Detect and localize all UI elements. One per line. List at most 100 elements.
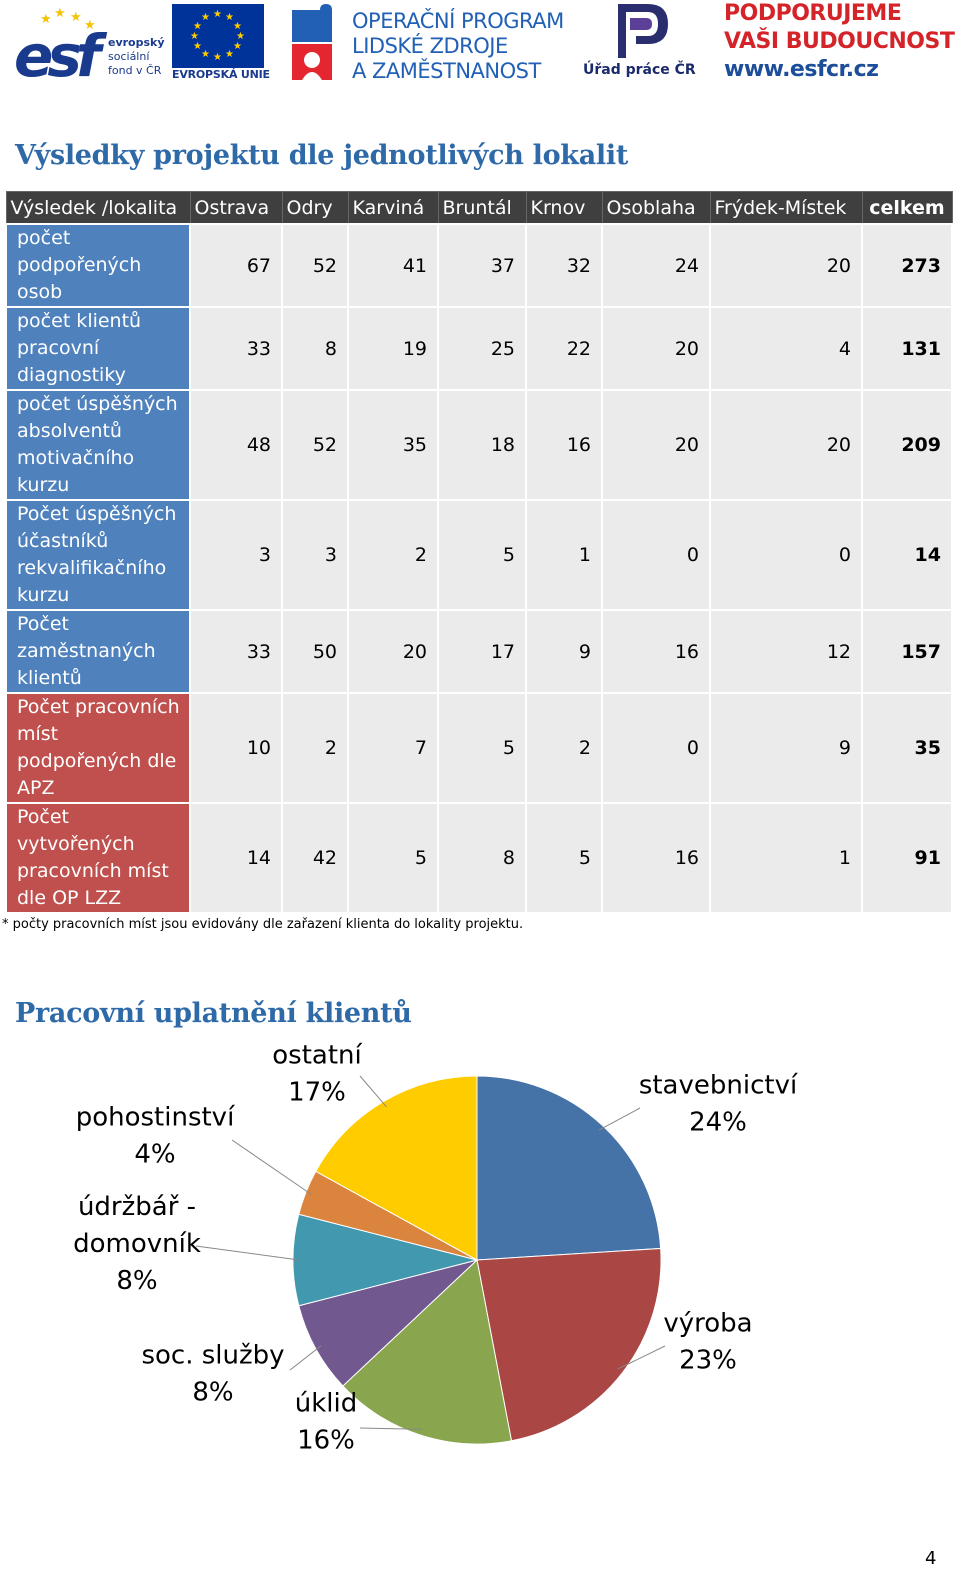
- total-cell: 14: [861, 499, 953, 611]
- pie-leader-line: [598, 1107, 641, 1131]
- pie-leader-line: [617, 1345, 666, 1370]
- pie-slice: [476, 1247, 662, 1442]
- pie-slices: [292, 1075, 662, 1445]
- table-cell: 35: [347, 389, 439, 501]
- results-heading: Výsledky projektu dle jednotlivých lokal…: [15, 140, 628, 171]
- table-cell: 0: [601, 692, 711, 804]
- table-cell: 12: [709, 609, 863, 694]
- logo-bar: ★ ★ ★ ★ esf evropský sociální fond v ČR …: [0, 0, 960, 90]
- table-cell: 20: [709, 389, 863, 501]
- employment-pie-chart: stavebnictví 24% výroba 23% úklid 16%soc. slu…: [73, 1041, 798, 1456]
- table-cell: 1: [709, 802, 863, 914]
- row-label: počet klientů pracovní diagnostiky: [5, 306, 191, 391]
- table-cell: 42: [281, 802, 349, 914]
- table-row: počet úspěšných absolventů motivačního k…: [5, 389, 953, 501]
- table-row: počet klientů pracovní diagnostiky 33 8 …: [5, 306, 953, 391]
- column-header: celkem: [861, 191, 953, 225]
- table-cell: 67: [189, 223, 283, 308]
- pie-leader-lines: [195, 1075, 666, 1430]
- table-cell: 24: [601, 223, 711, 308]
- pie-slice: [476, 1075, 662, 1261]
- table-cell: 5: [347, 802, 439, 914]
- table-cell: 52: [281, 223, 349, 308]
- row-label: počet podpořených osob: [5, 223, 191, 308]
- total-cell: 131: [861, 306, 953, 391]
- table-cell: 0: [601, 499, 711, 611]
- employment-heading: Pracovní uplatnění klientů: [15, 998, 412, 1029]
- table-row: Počet úspěšných účastníků rekvalifikační…: [5, 499, 953, 611]
- table-cell: 20: [347, 609, 439, 694]
- table-cell: 3: [189, 499, 283, 611]
- esfcr-slogan: PODPORUJEME VAŠI BUDOUCNOST www.esfcr.cz: [724, 1, 955, 82]
- pie-slice: [342, 1259, 513, 1445]
- esfcr-url[interactable]: www.esfcr.cz: [724, 57, 879, 82]
- total-cell: 35: [861, 692, 953, 804]
- pie-slice-label: úklid 16%: [295, 1389, 358, 1456]
- pie-slice-label: výroba 23%: [663, 1309, 752, 1376]
- table-row: počet podpořených osob 67 52 41 37 32 24…: [5, 223, 953, 308]
- table-cell: 2: [525, 692, 603, 804]
- table-cell: 2: [281, 692, 349, 804]
- table-cell: 41: [347, 223, 439, 308]
- table-cell: 7: [347, 692, 439, 804]
- pie-leader-line: [359, 1427, 423, 1430]
- pie-slice: [292, 1213, 478, 1307]
- table-cell: 10: [189, 692, 283, 804]
- table-cell: 20: [709, 223, 863, 308]
- row-label: Počet úspěšných účastníků rekvalifikační…: [5, 499, 191, 611]
- pie-labels: stavebnictví 24% výroba 23% úklid 16%soc. slu…: [73, 1041, 798, 1456]
- table-cell: 2: [347, 499, 439, 611]
- table-cell: 9: [525, 609, 603, 694]
- total-cell: 91: [861, 802, 953, 914]
- pie-slice: [298, 1259, 478, 1387]
- pie-slice-label: pohostinství 4%: [76, 1103, 235, 1170]
- table-cell: 48: [189, 389, 283, 501]
- table-cell: 20: [601, 306, 711, 391]
- urad-prace-caption: Úřad práce ČR: [583, 62, 696, 78]
- esf-logo: ★ ★ ★ ★ esf: [14, 6, 101, 90]
- results-table: Výsledek /lokalita Ostrava Odry Karviná …: [5, 191, 953, 914]
- pie-leader-line: [359, 1075, 387, 1108]
- esf-logo-text: evropský sociální fond v ČR: [108, 36, 165, 77]
- table-cell: 52: [281, 389, 349, 501]
- table-cell: 19: [347, 306, 439, 391]
- row-label: počet úspěšných absolventů motivačního k…: [5, 389, 191, 501]
- table-cell: 5: [437, 692, 527, 804]
- table-cell: 1: [525, 499, 603, 611]
- total-cell: 273: [861, 223, 953, 308]
- table-row: Počet vytvořených pracovních míst dle OP…: [5, 802, 953, 914]
- column-header: Karviná: [347, 191, 439, 225]
- table-cell: 4: [709, 306, 863, 391]
- eu-caption: EVROPSKÁ UNIE: [172, 68, 270, 81]
- row-label: Počet pracovních míst podpořených dle AP…: [5, 692, 191, 804]
- table-cell: 16: [601, 609, 711, 694]
- table-cell: 3: [281, 499, 349, 611]
- table-cell: 16: [601, 802, 711, 914]
- column-header: Krnov: [525, 191, 603, 225]
- pie-leader-line: [195, 1245, 300, 1261]
- urad-prace-icon: [618, 4, 668, 58]
- table-cell: 5: [437, 499, 527, 611]
- table-cell: 37: [437, 223, 527, 308]
- table-cell: 25: [437, 306, 527, 391]
- table-header-row: Výsledek /lokalita Ostrava Odry Karviná …: [5, 191, 953, 225]
- table-cell: 50: [281, 609, 349, 694]
- table-cell: 22: [525, 306, 603, 391]
- column-header: Osoblaha: [601, 191, 711, 225]
- table-cell: 0: [709, 499, 863, 611]
- table-cell: 8: [437, 802, 527, 914]
- eu-flag-logo: ★ ★ ★ ★ ★ ★ ★ ★ ★ ★ ★ ★: [172, 4, 264, 68]
- page-number: 4: [925, 1548, 937, 1569]
- column-header: Frýdek-Místek: [709, 191, 863, 225]
- table-cell: 17: [437, 609, 527, 694]
- op-puzzle-icon: [292, 4, 332, 80]
- table-cell: 8: [281, 306, 349, 391]
- pie-slice: [315, 1075, 478, 1261]
- row-label: Počet vytvořených pracovních míst dle OP…: [5, 802, 191, 914]
- pie-leader-line: [289, 1345, 322, 1371]
- table-row: Počet pracovních míst podpořených dle AP…: [5, 692, 953, 804]
- op-lzz-logo-text: OPERAČNÍ PROGRAM LIDSKÉ ZDROJE A ZAMĚSTN…: [352, 9, 564, 83]
- pie-slice-label: ostatní 17%: [272, 1041, 362, 1108]
- table-cell: 33: [189, 306, 283, 391]
- table-cell: 18: [437, 389, 527, 501]
